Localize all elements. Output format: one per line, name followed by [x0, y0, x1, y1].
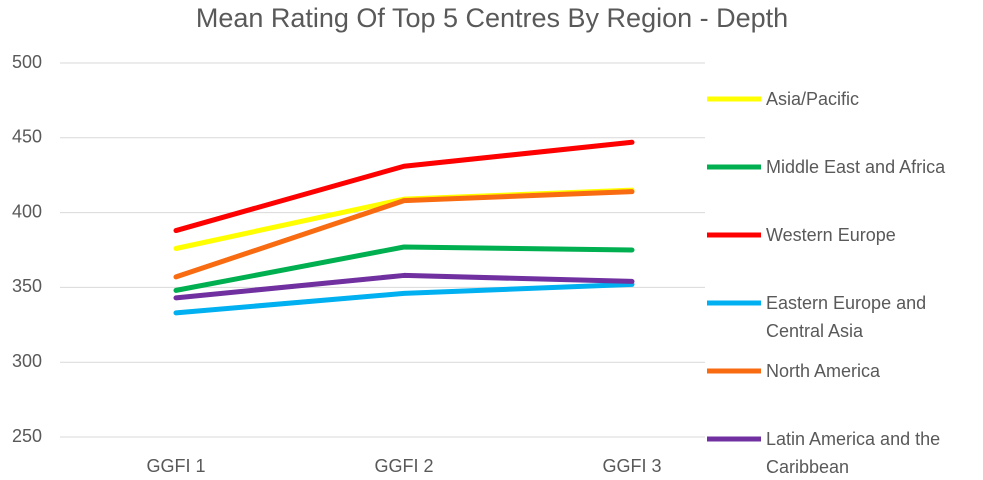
y-tick-label: 450	[12, 127, 42, 147]
y-tick-label: 400	[12, 201, 42, 221]
y-tick-label: 300	[12, 351, 42, 371]
series-line	[173, 139, 635, 234]
series-line	[173, 244, 635, 293]
series-line	[173, 281, 635, 316]
legend-label: North America	[766, 361, 881, 381]
legend-label: Eastern Europe and Central Asia	[766, 293, 927, 341]
series-line	[173, 189, 635, 280]
legend-label: Middle East and Africa	[766, 157, 946, 177]
x-tick-label: GGFI 3	[602, 456, 661, 476]
chart-title: Mean Rating Of Top 5 Centres By Region -…	[196, 3, 788, 33]
legend-label: Asia/Pacific	[766, 89, 860, 109]
legend-label: Latin America and the Caribbean	[766, 429, 941, 477]
series-line	[173, 272, 635, 301]
y-tick-label: 350	[12, 276, 42, 296]
y-tick-label: 250	[12, 426, 42, 446]
x-tick-label: GGFI 2	[374, 456, 433, 476]
y-tick-label: 500	[12, 52, 42, 72]
legend-label: Western Europe	[766, 225, 896, 245]
x-tick-label: GGFI 1	[146, 456, 205, 476]
